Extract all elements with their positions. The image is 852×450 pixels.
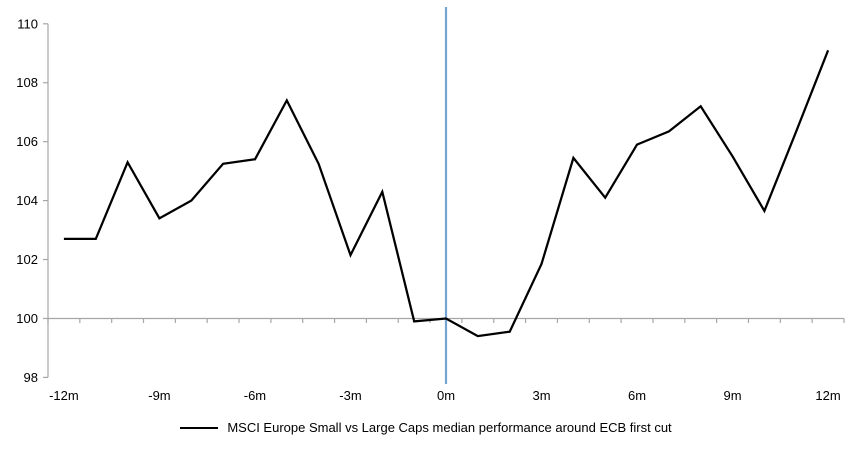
data-line-series	[63, 49, 830, 338]
x-tick-label: -9m	[148, 388, 170, 403]
y-tick-label: 110	[17, 16, 38, 31]
y-tick-label: 102	[16, 252, 38, 267]
x-tick-label: 3m	[532, 388, 550, 403]
x-tick-label: -12m	[49, 388, 79, 403]
x-tick-label: 6m	[628, 388, 646, 403]
y-tick-label: 100	[16, 311, 38, 326]
x-tick-label: -6m	[244, 388, 266, 403]
y-tick-label: 104	[16, 193, 38, 208]
legend-line-marker	[180, 426, 219, 429]
x-tick-label: 0m	[437, 388, 455, 403]
y-tick-label: 106	[16, 134, 38, 149]
y-tick-label: 98	[24, 370, 38, 385]
x-tick-label: 9m	[724, 388, 742, 403]
legend-label: MSCI Europe Small vs Large Caps median p…	[227, 420, 672, 435]
y-tick-label: 108	[16, 75, 38, 90]
x-tick-label: -3m	[339, 388, 361, 403]
x-tick-label: 12m	[815, 388, 840, 403]
legend: MSCI Europe Small vs Large Caps median p…	[0, 420, 852, 435]
